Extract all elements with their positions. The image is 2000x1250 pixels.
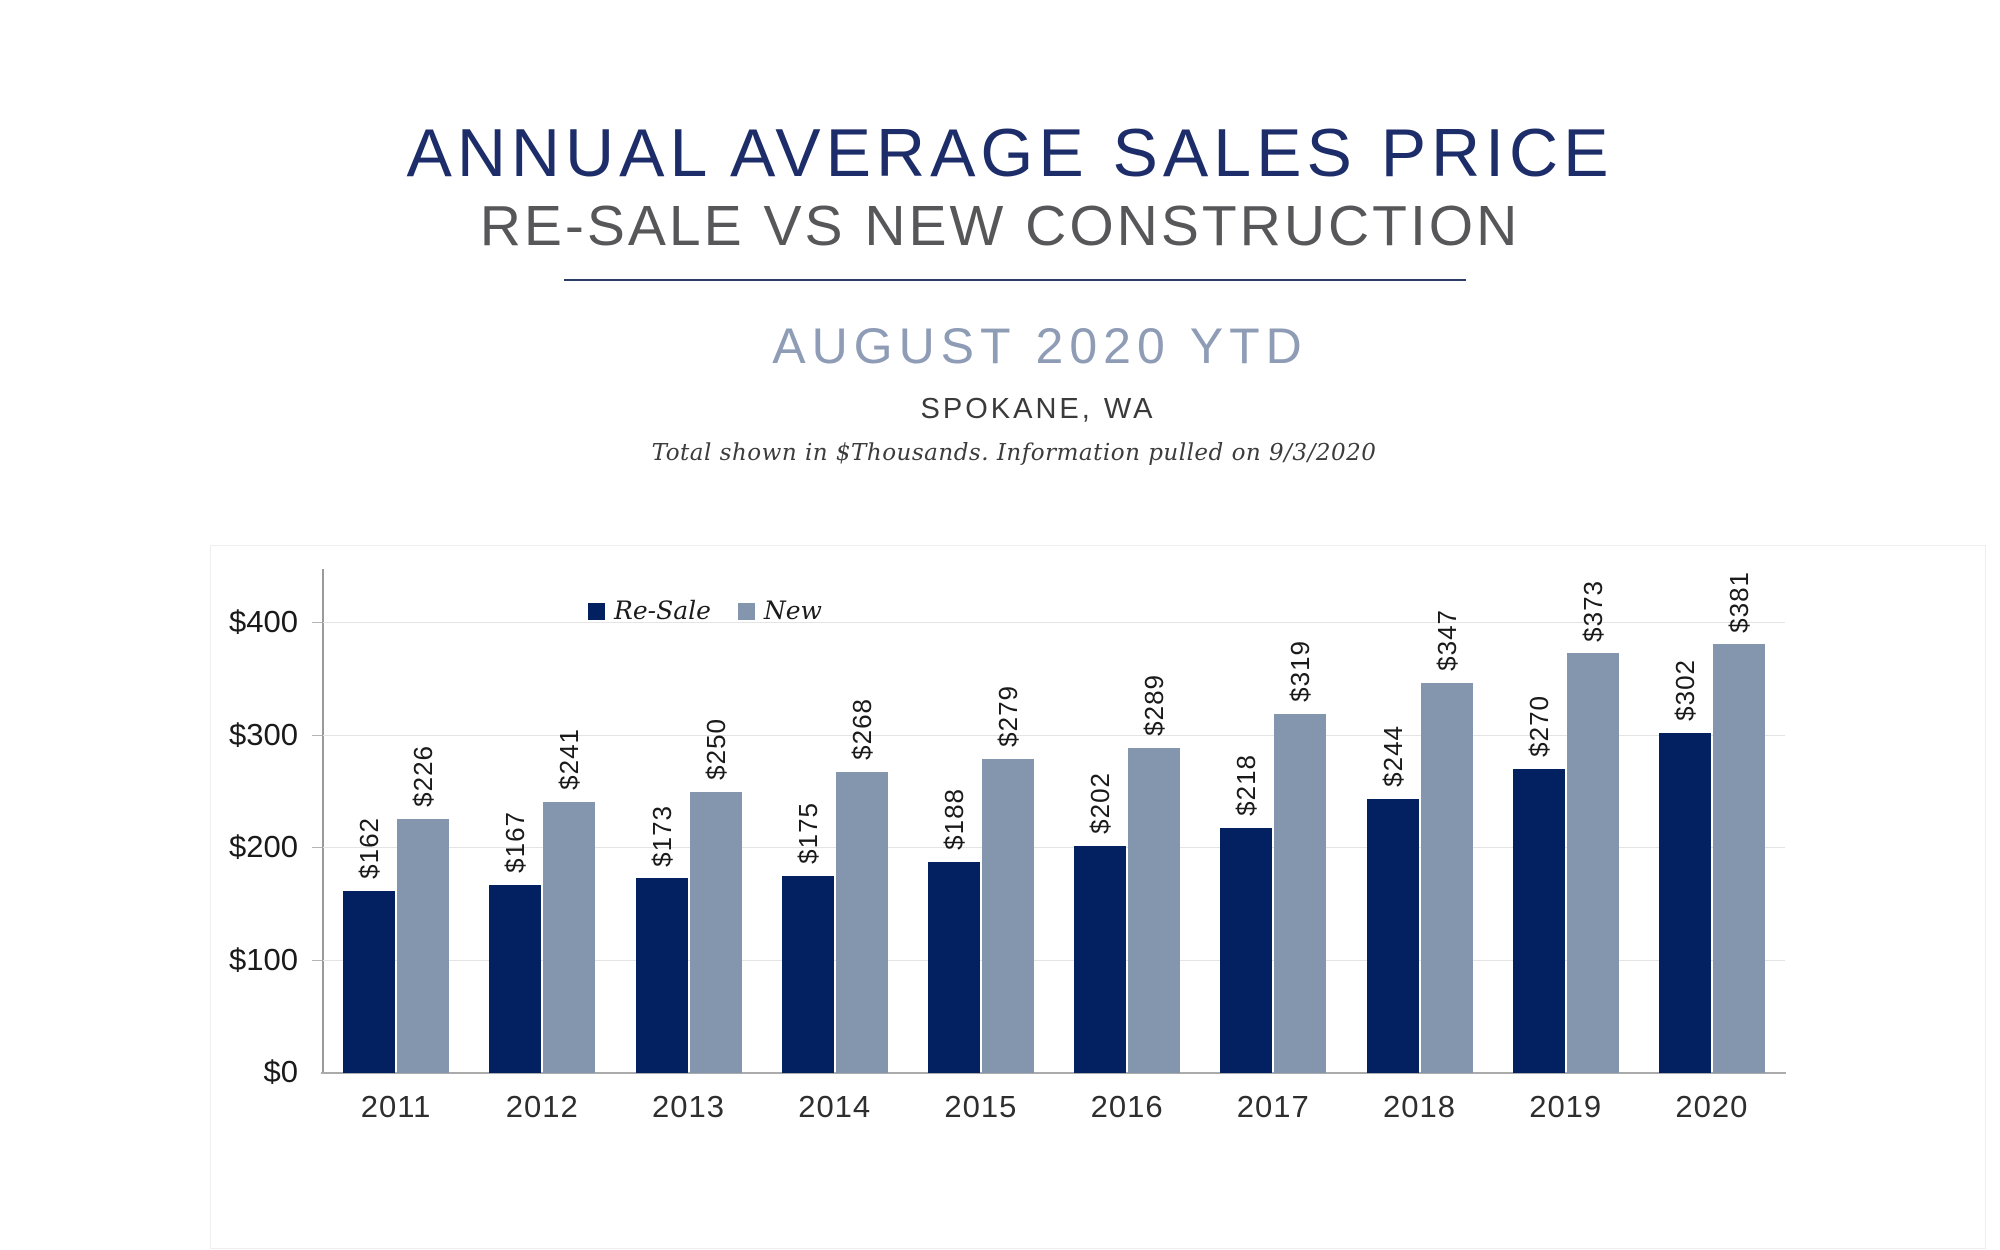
bar-value-label-resale-2016: $202 xyxy=(1085,771,1116,834)
y-tick-label-200: $200 xyxy=(229,829,298,864)
x-axis-label-2013: 2013 xyxy=(652,1089,725,1124)
bar-value-label-new-2015: $279 xyxy=(992,685,1023,748)
gridline-100 xyxy=(323,959,1785,961)
bar-value-label-resale-2020: $302 xyxy=(1669,659,1700,722)
page-title: ANNUAL AVERAGE SALES PRICE xyxy=(406,115,1614,191)
bar-new-2017 xyxy=(1274,714,1327,1073)
bar-new-2014 xyxy=(835,771,888,1073)
bar-resale-2012 xyxy=(489,885,542,1073)
bar-resale-2013 xyxy=(635,878,688,1073)
x-axis-line xyxy=(321,1072,1786,1074)
bar-value-label-new-2017: $319 xyxy=(1285,640,1316,703)
x-axis-label-2012: 2012 xyxy=(505,1089,579,1124)
bar-value-label-resale-2014: $175 xyxy=(792,802,823,865)
period-label: AUGUST 2020 YTD xyxy=(772,318,1308,374)
x-axis-label-2020: 2020 xyxy=(1675,1089,1749,1124)
bar-resale-2017 xyxy=(1220,827,1273,1073)
bar-value-label-new-2012: $241 xyxy=(554,728,585,790)
bar-new-2019 xyxy=(1566,653,1619,1073)
bar-resale-2015 xyxy=(927,861,980,1073)
bar-new-2015 xyxy=(981,759,1034,1073)
bar-value-label-new-2013: $250 xyxy=(700,717,731,780)
bar-new-2018 xyxy=(1420,682,1473,1073)
bar-value-label-new-2018: $347 xyxy=(1431,608,1462,671)
legend-label-new: New xyxy=(763,596,822,625)
y-axis-line xyxy=(322,569,324,1074)
y-axis-tick xyxy=(312,847,322,848)
chart-card: Re-Sale New $0 $100 $200 $300 $400 $162 $226 201… xyxy=(210,545,1986,1249)
bar-value-label-resale-2018: $244 xyxy=(1377,724,1408,787)
bar-resale-2014 xyxy=(781,876,834,1073)
y-axis-tick xyxy=(312,734,322,736)
legend-label-resale: Re-Sale xyxy=(614,596,711,625)
bar-new-2016 xyxy=(1128,747,1181,1073)
bar-value-label-new-2011: $226 xyxy=(408,744,439,807)
chart-legend: Re-Sale New xyxy=(588,597,849,625)
title-divider xyxy=(564,279,1466,281)
legend-item-resale: Re-Sale xyxy=(588,597,711,625)
footnote: Total shown in $Thousands. Information p… xyxy=(651,440,1377,466)
y-tick-label-0: $0 xyxy=(263,1054,298,1089)
x-axis-label-2014: 2014 xyxy=(798,1089,872,1124)
x-axis-label-2019: 2019 xyxy=(1529,1089,1603,1124)
gridline-200 xyxy=(323,847,1785,848)
x-axis-label-2016: 2016 xyxy=(1090,1089,1164,1124)
bar-value-label-resale-2011: $162 xyxy=(354,816,385,879)
bar-value-label-new-2016: $289 xyxy=(1139,674,1170,736)
bar-value-label-resale-2015: $188 xyxy=(938,787,969,850)
bar-new-2011 xyxy=(397,818,450,1073)
plot-area: Re-Sale New $0 $100 $200 $300 $400 $162 $226 201… xyxy=(229,569,1786,1124)
bar-value-label-new-2014: $268 xyxy=(846,697,877,760)
bar-value-label-new-2019: $373 xyxy=(1577,579,1608,642)
y-axis-tick xyxy=(312,959,322,961)
bar-new-2020 xyxy=(1712,644,1765,1073)
gridline-400 xyxy=(323,622,1785,623)
legend-swatch-resale xyxy=(588,602,605,620)
bar-value-label-new-2020: $381 xyxy=(1723,570,1754,633)
legend-item-new: New xyxy=(737,596,822,625)
bar-new-2013 xyxy=(689,791,742,1073)
x-axis-label-2015: 2015 xyxy=(944,1089,1018,1124)
bar-value-label-resale-2019: $270 xyxy=(1523,695,1554,758)
y-axis-tick xyxy=(312,622,322,623)
y-tick-label-100: $100 xyxy=(229,941,298,977)
bar-resale-2011 xyxy=(343,890,396,1073)
x-axis-label-2017: 2017 xyxy=(1236,1089,1310,1124)
bar-value-label-resale-2013: $173 xyxy=(646,804,677,867)
y-tick-label-300: $300 xyxy=(229,716,298,752)
x-axis-label-2018: 2018 xyxy=(1383,1089,1456,1124)
location-label: SPOKANE, WA xyxy=(920,393,1156,425)
bar-new-2012 xyxy=(543,801,596,1073)
page-subtitle: RE-SALE VS NEW CONSTRUCTION xyxy=(479,194,1521,258)
legend-swatch-new xyxy=(737,602,755,620)
bar-resale-2016 xyxy=(1074,845,1127,1073)
bar-resale-2020 xyxy=(1658,733,1711,1073)
bar-resale-2019 xyxy=(1512,769,1565,1073)
bar-value-label-resale-2017: $218 xyxy=(1231,753,1262,816)
y-tick-label-400: $400 xyxy=(229,604,298,639)
bar-resale-2018 xyxy=(1366,798,1419,1073)
gridline-300 xyxy=(323,734,1785,736)
bar-value-label-resale-2012: $167 xyxy=(500,811,531,874)
x-axis-label-2011: 2011 xyxy=(360,1089,432,1124)
